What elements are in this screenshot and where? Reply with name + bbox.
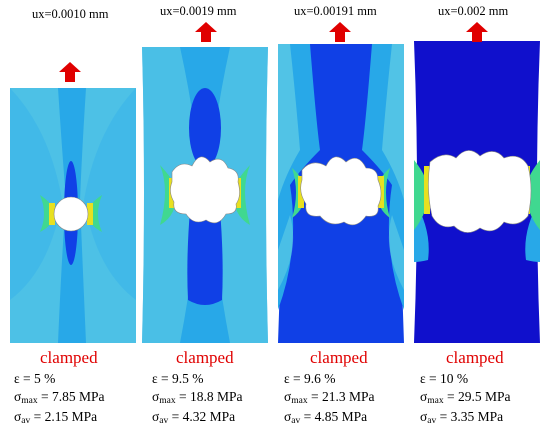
plate-3-left-cyan bbox=[278, 44, 300, 200]
panel-2-sigma-av: σav = 4.32 MPa bbox=[152, 409, 236, 426]
plate-2-top-dark bbox=[189, 88, 221, 168]
panel-4-strain: ε = 10 % bbox=[420, 371, 469, 386]
plate-4-crack bbox=[428, 150, 532, 233]
up-arrow-icon bbox=[59, 62, 81, 82]
panel-1-ux: ux=0.0010 mm bbox=[32, 7, 109, 21]
panel-2-clamped: clamped bbox=[176, 348, 234, 367]
plate-3-left-cyan-low bbox=[278, 215, 294, 290]
panel-1-sigma-av: σav = 2.15 MPa bbox=[14, 409, 98, 426]
plate-2-bottom-dark bbox=[187, 210, 223, 305]
plate-4-left-yellow bbox=[424, 166, 430, 214]
plate-1-left-zone bbox=[10, 88, 62, 300]
up-arrow-icon bbox=[466, 22, 488, 42]
plate-4-left-green bbox=[414, 160, 427, 230]
plate-1-right-yellow bbox=[87, 203, 93, 225]
panel-2-sigma-max: σmax = 18.8 MPa bbox=[152, 389, 243, 406]
panel-3-strain: ε = 9.6 % bbox=[284, 371, 336, 386]
panel-1-sigma-max: σmax = 7.85 MPa bbox=[14, 389, 105, 406]
panel-3-ux: ux=0.00191 mm bbox=[294, 4, 377, 18]
panel-2-ux: ux=0.0019 mm bbox=[160, 4, 237, 18]
plate-3-right-cyan-low bbox=[388, 215, 404, 290]
panel-3-clamped: clamped bbox=[310, 348, 368, 367]
plate-2-crack bbox=[170, 156, 240, 224]
panel-4-sigma-max: σmax = 29.5 MPa bbox=[420, 389, 511, 406]
panel-2-strain: ε = 9.5 % bbox=[152, 371, 204, 386]
panel-4-ux: ux=0.002 mm bbox=[438, 4, 509, 18]
panel-3-sigma-max: σmax = 21.3 MPa bbox=[284, 389, 375, 406]
plate-1-right-zone bbox=[84, 88, 136, 300]
panel-1-clamped: clamped bbox=[40, 348, 98, 367]
up-arrow-icon bbox=[195, 22, 217, 42]
plate-1-hole bbox=[53, 196, 89, 232]
plate-3-right-cyan bbox=[382, 44, 404, 200]
plate-1-left-yellow bbox=[49, 203, 55, 225]
panel-3-sigma-av: σav = 4.85 MPa bbox=[284, 409, 368, 426]
plate-panel-2 bbox=[142, 47, 268, 343]
plate-panel-3 bbox=[278, 44, 404, 343]
panel-1-strain: ε = 5 % bbox=[14, 371, 56, 386]
plate-panel-1 bbox=[10, 88, 136, 343]
up-arrow-icon bbox=[329, 22, 351, 42]
plate-panel-4 bbox=[414, 41, 540, 343]
plate-3-crack bbox=[300, 156, 382, 226]
panel-4-clamped: clamped bbox=[446, 348, 504, 367]
panel-4-sigma-av: σav = 3.35 MPa bbox=[420, 409, 504, 426]
